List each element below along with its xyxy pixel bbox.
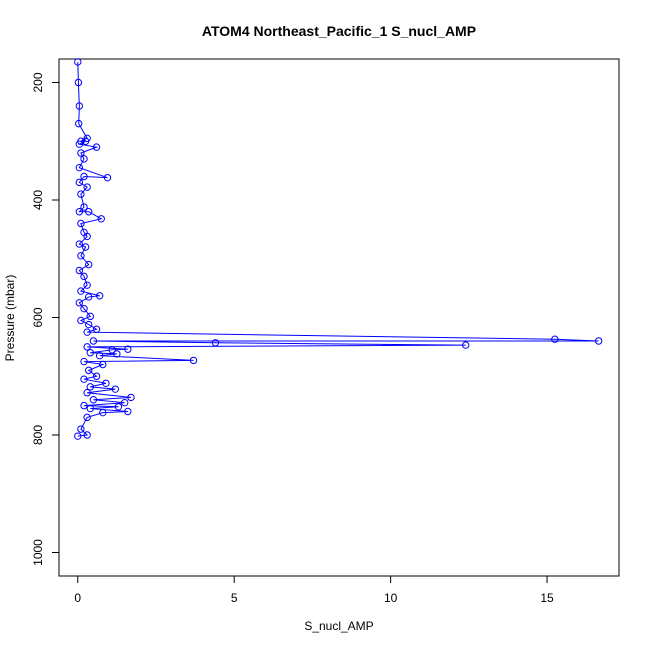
- data-point: [80, 401, 88, 410]
- data-point: [80, 172, 88, 181]
- data-point: [77, 149, 85, 157]
- data-point: [77, 252, 85, 260]
- data-point: [95, 351, 104, 360]
- data-point: [75, 119, 83, 128]
- data-point: [83, 232, 91, 241]
- data-point: [85, 320, 93, 329]
- data-point: [114, 403, 123, 411]
- y-tick-label: 200: [31, 72, 45, 92]
- data-point: [75, 208, 84, 216]
- data-point: [75, 266, 84, 275]
- data-point: [80, 203, 88, 211]
- data-point: [75, 178, 84, 187]
- data-point: [86, 349, 94, 357]
- data-point: [80, 272, 88, 281]
- data-point: [92, 325, 101, 333]
- data-point: [189, 356, 198, 365]
- data-point: [103, 173, 112, 182]
- data-point: [75, 102, 84, 110]
- data-point: [80, 304, 88, 313]
- y-tick-label: 600: [31, 307, 45, 327]
- data-point: [594, 337, 603, 345]
- y-tick-label: 1000: [31, 539, 45, 566]
- data-point: [120, 398, 129, 407]
- x-axis-ticks: 0 5 10 15: [74, 576, 554, 605]
- data-point: [89, 396, 98, 404]
- series-line: [77, 61, 599, 437]
- data-point: [75, 299, 84, 307]
- data-point: [92, 143, 101, 151]
- data-point: [74, 432, 82, 440]
- data-point: [127, 393, 135, 402]
- data-point: [86, 383, 94, 391]
- y-axis-ticks: 200 400 600 800 1000: [31, 72, 59, 566]
- data-point: [81, 243, 90, 251]
- data-point: [102, 379, 110, 387]
- data-point: [77, 287, 85, 295]
- data-point: [80, 375, 88, 383]
- x-tick-label: 10: [384, 591, 398, 605]
- data-point: [462, 341, 470, 349]
- data-point: [99, 408, 107, 417]
- data-point: [85, 208, 93, 216]
- data-point: [81, 137, 90, 145]
- x-axis-label: S_nucl_AMP: [304, 619, 373, 633]
- data-point: [124, 345, 132, 353]
- data-point: [77, 190, 85, 198]
- data-point: [86, 404, 94, 413]
- data-point: [77, 219, 85, 228]
- x-tick-label: 0: [74, 591, 81, 605]
- data-point: [111, 385, 120, 393]
- y-tick-label: 400: [31, 190, 45, 210]
- data-point: [85, 366, 93, 375]
- data-point: [83, 328, 91, 336]
- data-point: [75, 140, 84, 148]
- data-point: [74, 58, 82, 66]
- data-point: [97, 215, 105, 223]
- data-point: [99, 360, 107, 369]
- x-tick-label: 15: [540, 591, 554, 605]
- data-point: [211, 339, 220, 347]
- data-point: [95, 292, 104, 300]
- data-point: [551, 335, 559, 343]
- y-tick-label: 800: [31, 425, 45, 445]
- data-point: [83, 431, 91, 439]
- data-point: [80, 155, 88, 163]
- y-axis-label: Pressure (mbar): [3, 275, 17, 362]
- data-point: [92, 372, 101, 380]
- chart-title: ATOM4 Northeast_Pacific_1 S_nucl_AMP: [202, 23, 476, 39]
- data-point: [75, 163, 84, 172]
- plot-area: [74, 58, 603, 440]
- data-point: [77, 425, 85, 433]
- data-point: [77, 316, 85, 325]
- data-point: [108, 346, 116, 354]
- data-point: [85, 260, 93, 269]
- plot-frame: [58, 58, 620, 577]
- data-point: [85, 293, 93, 301]
- data-point: [83, 281, 91, 289]
- data-point: [89, 337, 98, 345]
- data-point: [74, 78, 83, 87]
- data-point: [83, 413, 91, 422]
- data-point: [113, 350, 121, 358]
- data-point: [83, 183, 91, 191]
- data-point: [124, 407, 132, 416]
- data-point: [75, 240, 84, 248]
- data-point: [83, 343, 91, 351]
- data-point: [86, 312, 94, 321]
- data-point: [83, 389, 91, 397]
- data-point: [80, 357, 88, 366]
- x-tick-label: 5: [231, 591, 238, 605]
